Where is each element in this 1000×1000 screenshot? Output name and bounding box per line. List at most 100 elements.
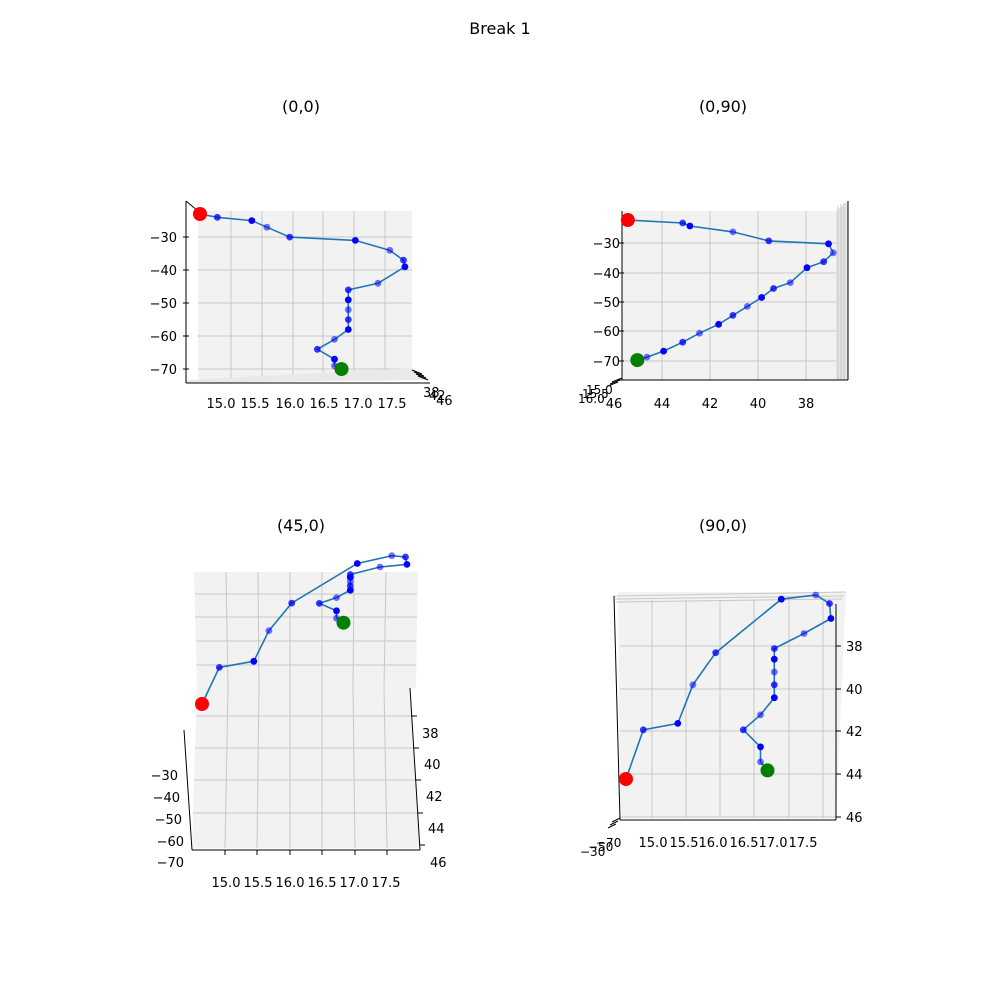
trajectory-point: [770, 645, 778, 652]
x-tick-label: 16.0: [276, 876, 305, 891]
z-tick-label: −50: [150, 297, 177, 312]
x-tick-label: 15.5: [241, 397, 270, 412]
y-tick-label: 46: [436, 394, 453, 409]
trajectory-point: [679, 219, 687, 227]
z-ticks: −30 −40 −50 −60 −70: [150, 231, 189, 378]
trajectory-plot: [195, 552, 411, 711]
trajectory-point: [351, 237, 359, 244]
z-tick-label: −60: [593, 325, 620, 340]
y-axis-line: [409, 687, 421, 851]
figure-title: Break 1: [469, 19, 530, 38]
x-tick-label: 16.0: [276, 397, 305, 412]
trajectory-point: [786, 279, 794, 286]
z-tick-label: −60: [150, 330, 177, 345]
y-ticks: 38 40 42 44 46: [836, 640, 863, 826]
z-tick-label: −50: [155, 813, 182, 828]
trajectory-point: [386, 246, 394, 254]
pane-side: [836, 201, 848, 380]
z-tick-label: −70: [157, 856, 184, 871]
x-tick-label: 16.5: [310, 397, 339, 412]
trajectory-plot: [620, 213, 837, 368]
y-tick-label: 44: [654, 397, 671, 412]
trajectory-plot: [193, 207, 409, 377]
z-tick-label: −40: [593, 267, 620, 282]
x-ticks-squeezed: 15.0 15.5 16.0: [578, 377, 623, 406]
pane-floor: [192, 688, 420, 848]
trajectory-point: [344, 326, 352, 333]
trajectory-point: [331, 355, 338, 363]
x-ticks: 15.0 15.5 16.0 16.5 17.0 17.5: [639, 836, 818, 851]
start-marker: [620, 213, 635, 227]
trajectory-point: [689, 681, 697, 689]
trajectory-point: [660, 347, 667, 355]
trajectory-point: [743, 303, 751, 310]
x-tick-label: 16.0: [578, 392, 605, 406]
start-marker: [619, 772, 633, 786]
z-tick-label: −70: [596, 836, 621, 850]
z-ticks: −30 −40 −50 −60 −70: [593, 237, 624, 370]
panel-view-45-0: (45,0) 15.0 15.5 16.0 16.5 17.0 17.5 3: [151, 516, 447, 891]
trajectory-point: [758, 294, 765, 301]
trajectory-point: [820, 258, 828, 266]
trajectory-point: [826, 600, 833, 607]
z-ticks: −30 −40 −50 −60 −70: [151, 769, 184, 871]
z-tick-label: −30: [580, 845, 605, 859]
trajectory-point: [402, 553, 409, 561]
y-tick-label: 42: [426, 790, 443, 805]
panel-title: (0,90): [699, 97, 747, 116]
trajectory-point: [712, 649, 720, 657]
trajectory-point: [770, 285, 777, 292]
trajectory-point: [315, 600, 323, 607]
y-ticks: 38 40 42 44 46: [412, 715, 447, 871]
trajectory-point: [803, 264, 811, 272]
start-marker: [195, 697, 209, 711]
trajectory-point: [263, 223, 271, 231]
y-tick-label: 42: [429, 389, 446, 404]
trajectory-point: [674, 720, 682, 727]
y-tick-label: 40: [846, 683, 863, 698]
trajectory-point: [686, 222, 694, 230]
end-marker: [336, 615, 351, 630]
panel-title: (45,0): [277, 516, 325, 535]
gridlines: [193, 571, 418, 849]
trajectory-point: [388, 552, 396, 560]
x-ticks: 15.0 15.5 16.0 16.5 17.0 17.5: [207, 397, 407, 412]
trajectory-point: [344, 286, 352, 294]
trajectory-point: [403, 561, 411, 568]
x-tick-label: 16.0: [699, 836, 728, 851]
pane-back: [622, 211, 836, 380]
z-tick-label: −50: [588, 840, 613, 854]
panel-view-0-90: (0,90) −30 −40 −50 −60 −70 46 44 42 40 3…: [578, 97, 849, 412]
y-tick-label: 38: [423, 386, 440, 401]
trajectory-point: [346, 586, 354, 594]
trajectory-point: [288, 599, 296, 607]
gridlines: [620, 600, 836, 818]
x-tick-label: 15.5: [244, 876, 273, 891]
trajectory-point: [825, 240, 832, 248]
trajectory-plot: [619, 591, 835, 786]
end-marker: [760, 763, 775, 778]
trajectory-point: [765, 237, 773, 245]
z-ticks-squeezed: −30 −50 −70: [580, 817, 621, 859]
trajectory-point: [770, 668, 778, 676]
trajectory-point: [800, 630, 808, 637]
trajectory-point: [401, 263, 409, 271]
trajectory-point: [331, 336, 338, 343]
pane-back: [198, 211, 412, 380]
y-tick-label: 46: [846, 811, 863, 826]
x-tick-label: 16.5: [308, 876, 337, 891]
y-ticks: 38 42 46: [411, 369, 453, 409]
trajectory-point: [757, 758, 764, 766]
y-tick-label: 38: [798, 397, 815, 412]
y-tick-label: 38: [422, 727, 439, 742]
trajectory-point: [696, 329, 703, 337]
trajectory-point: [757, 711, 764, 719]
trajectory-point: [248, 217, 256, 225]
trajectory-point: [213, 213, 221, 221]
y-tick-label: 42: [702, 397, 719, 412]
x-tick-label: 17.0: [340, 876, 369, 891]
z-tick-label: −50: [593, 296, 620, 311]
trajectory-point: [827, 615, 835, 622]
x-tick-label: 17.5: [378, 397, 407, 412]
trajectory-point: [639, 726, 647, 734]
